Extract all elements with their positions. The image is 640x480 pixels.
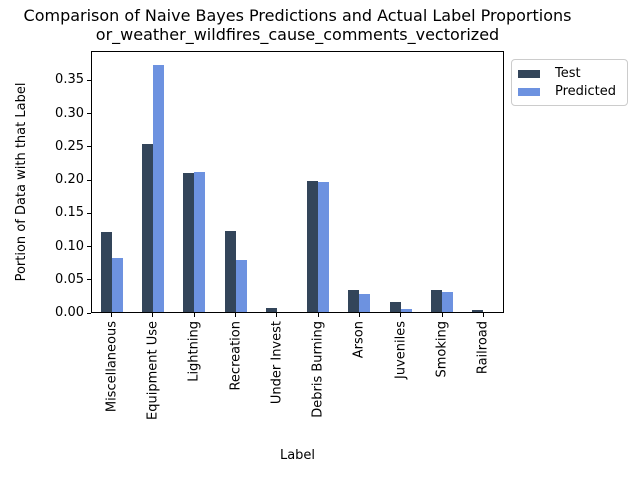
x-tick-label-recreation: Recreation (228, 321, 244, 391)
x-tick-label-under-invest: Under Invest (269, 321, 285, 405)
x-tick-label-arson: Arson (351, 321, 367, 359)
y-tick-mark (87, 79, 91, 81)
legend-label-predicted: Predicted (555, 84, 617, 99)
chart-subtitle: or_weather_wildfires_cause_comments_vect… (95, 25, 500, 44)
y-tick-label: 0.25 (55, 138, 84, 154)
predicted-bar-equipment-use (152, 64, 164, 313)
legend-entry-test: Test (518, 66, 619, 82)
legend-swatch-test (518, 70, 540, 78)
x-tick-label-juveniles: Juveniles (393, 321, 409, 379)
y-tick-label: 0.35 (55, 72, 84, 88)
legend: Test Predicted (511, 59, 628, 106)
x-tick-mark (482, 313, 484, 317)
y-tick-mark (87, 113, 91, 114)
test-bar-lightning (183, 173, 195, 313)
predicted-bar-juveniles (400, 309, 412, 313)
x-tick-mark (276, 313, 278, 317)
test-bar-debris-burning (307, 180, 319, 313)
x-tick-mark (441, 313, 443, 317)
x-tick-mark (235, 313, 237, 317)
predicted-bar-recreation (235, 259, 247, 313)
legend-swatch-predicted (518, 88, 540, 96)
x-tick-mark (358, 313, 360, 317)
x-tick-label-equipment-use: Equipment Use (145, 321, 161, 420)
predicted-bar-under-invest (276, 312, 288, 313)
y-tick-label: 0.30 (55, 105, 84, 121)
predicted-bar-smoking (442, 292, 454, 313)
test-bar-arson (348, 289, 360, 313)
test-bar-juveniles (389, 302, 401, 313)
predicted-bar-arson (359, 294, 371, 313)
y-tick-mark (87, 146, 91, 148)
y-tick-mark (87, 279, 91, 281)
predicted-bar-miscellaneous (111, 258, 123, 313)
x-axis-label: Label (279, 448, 316, 463)
x-tick-mark (317, 313, 319, 317)
y-tick-mark (87, 246, 91, 247)
x-tick-label-smoking: Smoking (434, 321, 450, 378)
y-tick-mark (87, 312, 91, 314)
chart-title-block: Comparison of Naive Bayes Predictions an… (0, 6, 595, 44)
x-tick-label-debris-burning: Debris Burning (310, 321, 326, 418)
legend-entry-predicted: Predicted (518, 84, 619, 100)
x-tick-label-miscellaneous: Miscellaneous (104, 321, 120, 413)
y-tick-label: 0.10 (55, 238, 84, 254)
y-tick-label: 0.00 (55, 305, 84, 320)
test-bar-recreation (224, 230, 236, 313)
y-tick-label: 0.15 (55, 205, 84, 221)
y-tick-label: 0.20 (55, 172, 84, 187)
x-tick-label-railroad: Railroad (475, 321, 491, 375)
test-bar-equipment-use (141, 144, 153, 313)
test-bar-smoking (431, 290, 443, 313)
predicted-bar-debris-burning (318, 182, 330, 313)
test-bar-railroad (472, 310, 484, 313)
y-tick-mark (87, 179, 91, 181)
predicted-bar-lightning (194, 172, 206, 313)
x-tick-mark (400, 313, 402, 317)
y-tick-label: 0.05 (55, 271, 84, 287)
test-bar-miscellaneous (100, 231, 112, 313)
x-tick-label-lightning: Lightning (186, 321, 202, 382)
legend-label-test: Test (555, 66, 581, 81)
x-tick-mark (152, 313, 154, 317)
x-tick-mark (111, 313, 113, 317)
y-tick-mark (87, 212, 91, 214)
test-bar-under-invest (265, 307, 277, 313)
predicted-bar-railroad (483, 312, 495, 313)
x-tick-mark (193, 313, 195, 317)
chart-title: Comparison of Naive Bayes Predictions an… (23, 6, 572, 25)
